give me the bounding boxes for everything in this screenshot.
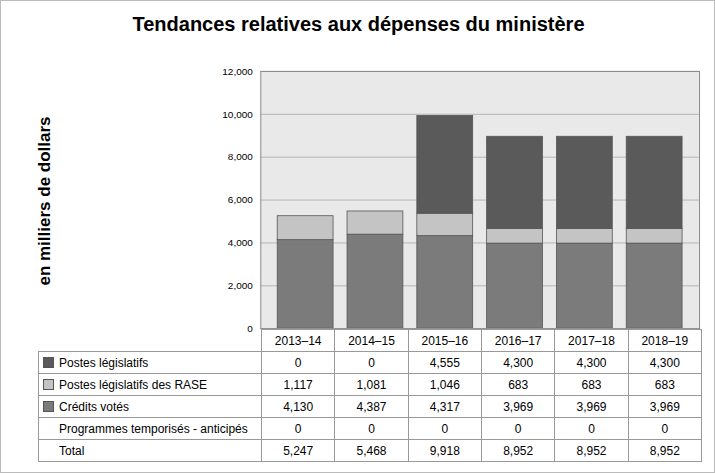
html-text:Postes législatifs des RASE: Postes législatifs des RASE <box>59 377 208 392</box>
html-text:4,317: 4,317 <box>429 399 460 414</box>
html-text:0: 0 <box>514 421 522 436</box>
html-text:3,969: 3,969 <box>503 399 534 414</box>
svg-text:6,000: 6,000 <box>228 194 253 205</box>
html-text:5,247: 5,247 <box>283 443 314 458</box>
html-text:683: 683 <box>581 377 602 392</box>
svg-text:0: 0 <box>247 323 253 334</box>
html-text:9,918: 9,918 <box>429 443 460 458</box>
html-text:8,952: 8,952 <box>576 443 607 458</box>
html-text:0: 0 <box>441 421 449 436</box>
html-text:2014–15: 2014–15 <box>348 333 395 348</box>
svg-text:4,000: 4,000 <box>228 237 253 248</box>
html-text:8,952: 8,952 <box>503 443 534 458</box>
html-text:0: 0 <box>294 355 302 370</box>
svg-text:8,000: 8,000 <box>228 151 253 162</box>
html-text:2013–14: 2013–14 <box>274 333 322 348</box>
html-text:2018–19: 2018–19 <box>641 333 689 348</box>
html-text:1,046: 1,046 <box>429 377 460 392</box>
html-text:0: 0 <box>294 421 302 436</box>
html-text:4,130: 4,130 <box>283 399 314 414</box>
html-text:4,300: 4,300 <box>503 355 534 370</box>
html-text:4,300: 4,300 <box>649 355 680 370</box>
html-text:683: 683 <box>508 377 529 392</box>
html-text:1,081: 1,081 <box>356 377 387 392</box>
html-text:0: 0 <box>368 355 375 370</box>
html-text:0: 0 <box>661 421 669 436</box>
html-text:en milliers de dollars: en milliers de dollars <box>35 116 54 286</box>
html-text:Postes législatifs: Postes législatifs <box>59 355 149 370</box>
html-text:0: 0 <box>588 421 595 436</box>
html-text:4,300: 4,300 <box>576 355 607 370</box>
svg-text:2,000: 2,000 <box>228 280 253 291</box>
svg-text:12,000: 12,000 <box>222 66 253 77</box>
html-text:Tendances relatives aux dépens: Tendances relatives aux dépenses du mini… <box>132 13 585 35</box>
html-text:0: 0 <box>368 421 375 436</box>
svg-text:10,000: 10,000 <box>222 108 253 119</box>
html-text:4,555: 4,555 <box>429 355 460 370</box>
html-text:1,117: 1,117 <box>283 377 313 392</box>
html-text:2015–16: 2015–16 <box>421 333 469 348</box>
html-text:683: 683 <box>654 377 675 392</box>
html-text:2016–17: 2016–17 <box>494 333 542 348</box>
html-text:4,387: 4,387 <box>356 399 387 414</box>
html-text:Total: Total <box>59 443 85 458</box>
html-text:5,468: 5,468 <box>356 443 387 458</box>
html-text:Programmes temporisés - antici: Programmes temporisés - anticipés <box>59 421 248 436</box>
html-text:3,969: 3,969 <box>649 399 680 414</box>
html-text:Crédits votés: Crédits votés <box>59 399 129 414</box>
html-text:2017–18: 2017–18 <box>568 333 615 348</box>
html-text:3,969: 3,969 <box>576 399 607 414</box>
html-text:8,952: 8,952 <box>649 443 680 458</box>
